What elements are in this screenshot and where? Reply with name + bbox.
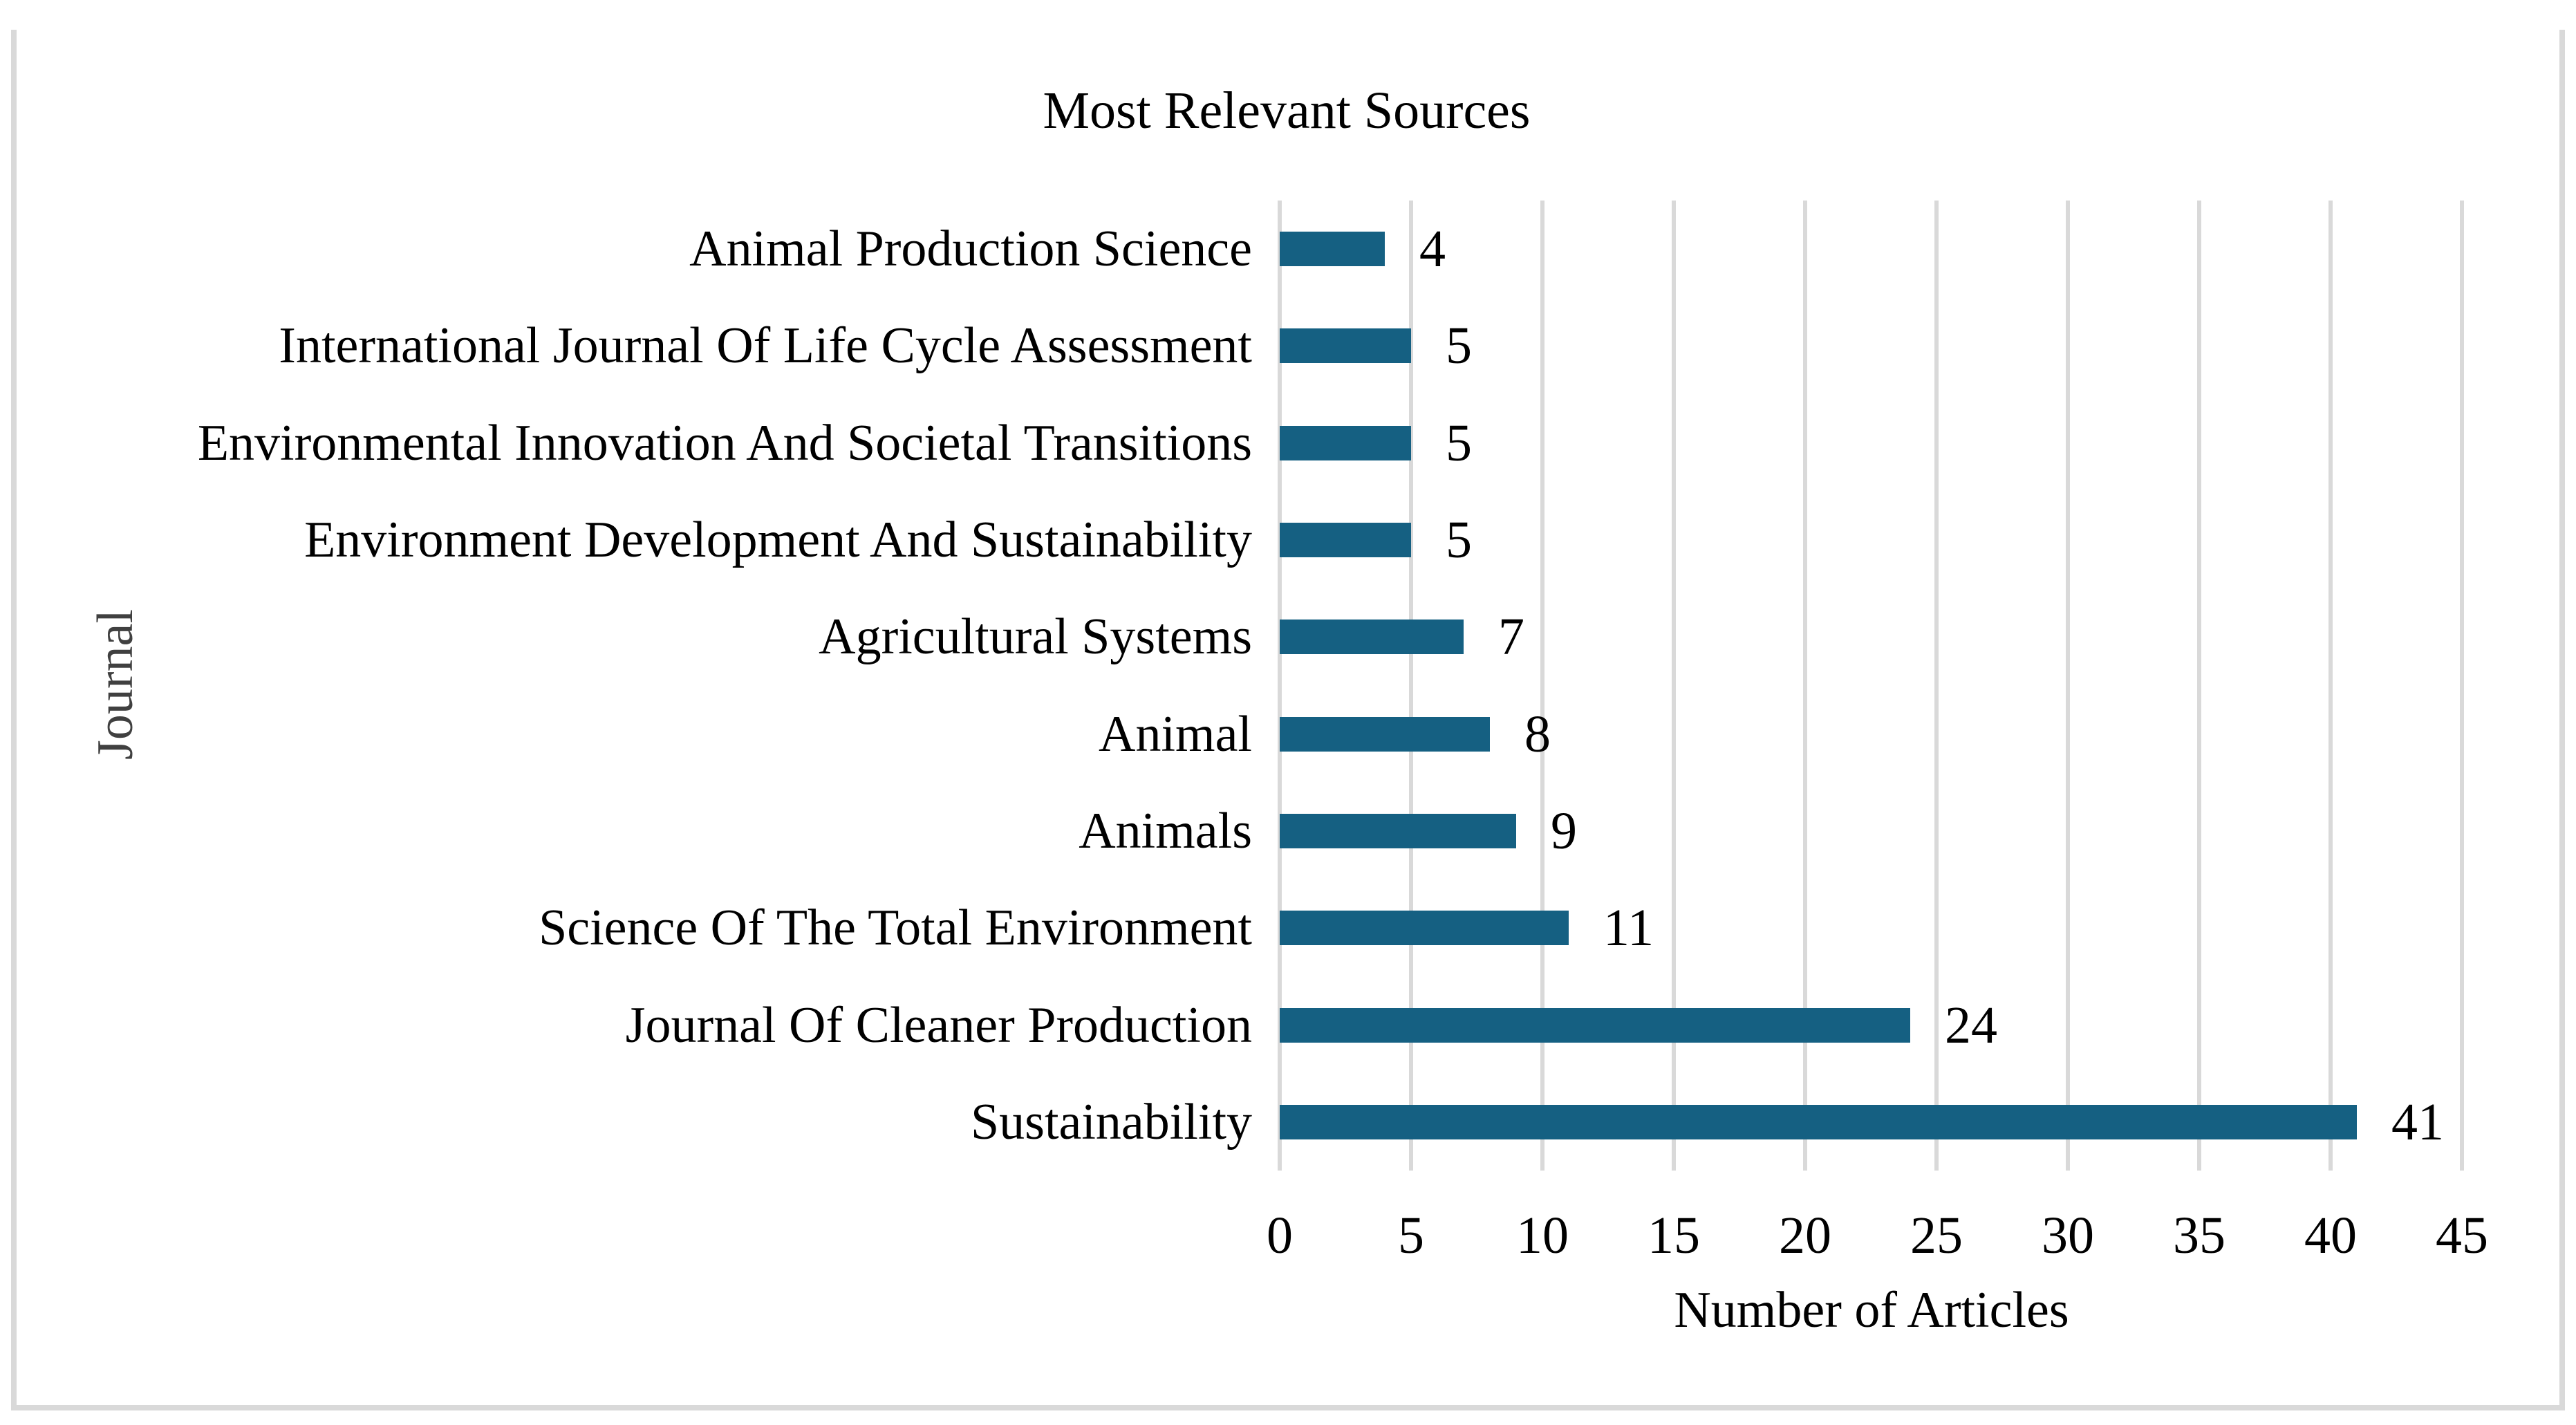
category-label: International Journal Of Life Cycle Asse…	[279, 317, 1252, 375]
bar	[1280, 716, 1490, 752]
bar	[1280, 1104, 2357, 1139]
figure-frame-left-border	[11, 30, 17, 1410]
x-tick-label-40: 40	[2304, 1207, 2357, 1265]
value-label: 7	[1498, 608, 1524, 667]
gridline-x-35	[2197, 201, 2201, 1171]
gridline-x-10	[1540, 201, 1544, 1171]
x-tick-label-30: 30	[2042, 1207, 2094, 1265]
figure-frame-bottom-border	[11, 1405, 2565, 1410]
category-label: Journal Of Cleaner Production	[625, 996, 1252, 1054]
category-label: Science Of The Total Environment	[539, 900, 1252, 957]
category-label: Animal Production Science	[689, 221, 1252, 278]
x-tick-label-10: 10	[1516, 1207, 1569, 1265]
value-label: 24	[1945, 996, 1997, 1054]
x-tick-label-45: 45	[2436, 1207, 2488, 1265]
x-tick-label-25: 25	[1910, 1207, 1963, 1265]
x-tick-label-20: 20	[1779, 1207, 1831, 1265]
x-tick-label-15: 15	[1648, 1207, 1700, 1265]
value-label: 8	[1524, 705, 1551, 763]
category-label: Animals	[1079, 802, 1252, 859]
category-label: Animal	[1099, 705, 1252, 763]
value-label: 4	[1419, 220, 1446, 279]
x-axis-title: Number of Articles	[1674, 1282, 2069, 1339]
chart-title: Most Relevant Sources	[1043, 82, 1531, 140]
bar	[1280, 232, 1385, 267]
gridline-x-30	[2066, 201, 2070, 1171]
bar	[1280, 523, 1411, 558]
value-label: 9	[1551, 801, 1577, 860]
gridline-x-25	[1934, 201, 1939, 1171]
bar	[1280, 620, 1464, 655]
gridline-x-45	[2460, 201, 2464, 1171]
category-label: Environmental Innovation And Societal Tr…	[197, 414, 1252, 472]
bar	[1280, 425, 1411, 460]
category-label: Agricultural Systems	[819, 608, 1252, 666]
bar	[1280, 1007, 1910, 1043]
figure-frame-right-border	[2559, 30, 2565, 1410]
value-label: 41	[2391, 1092, 2444, 1151]
gridline-x-40	[2328, 201, 2333, 1171]
category-label: Sustainability	[971, 1093, 1252, 1151]
gridline-x-20	[1803, 201, 1807, 1171]
bar	[1280, 911, 1569, 946]
value-label: 5	[1446, 413, 1472, 472]
value-label: 11	[1603, 899, 1654, 958]
value-label: 5	[1446, 511, 1472, 570]
category-label: Environment Development And Sustainabili…	[304, 512, 1252, 569]
gridline-x-15	[1672, 201, 1676, 1171]
x-tick-label-35: 35	[2173, 1207, 2225, 1265]
gridline-x-5	[1409, 201, 1413, 1171]
bar	[1280, 328, 1411, 364]
value-label: 5	[1446, 317, 1472, 375]
x-tick-label-5: 5	[1398, 1207, 1424, 1265]
bar	[1280, 813, 1516, 848]
gridline-x-0	[1278, 201, 1282, 1171]
x-tick-label-0: 0	[1267, 1207, 1293, 1265]
